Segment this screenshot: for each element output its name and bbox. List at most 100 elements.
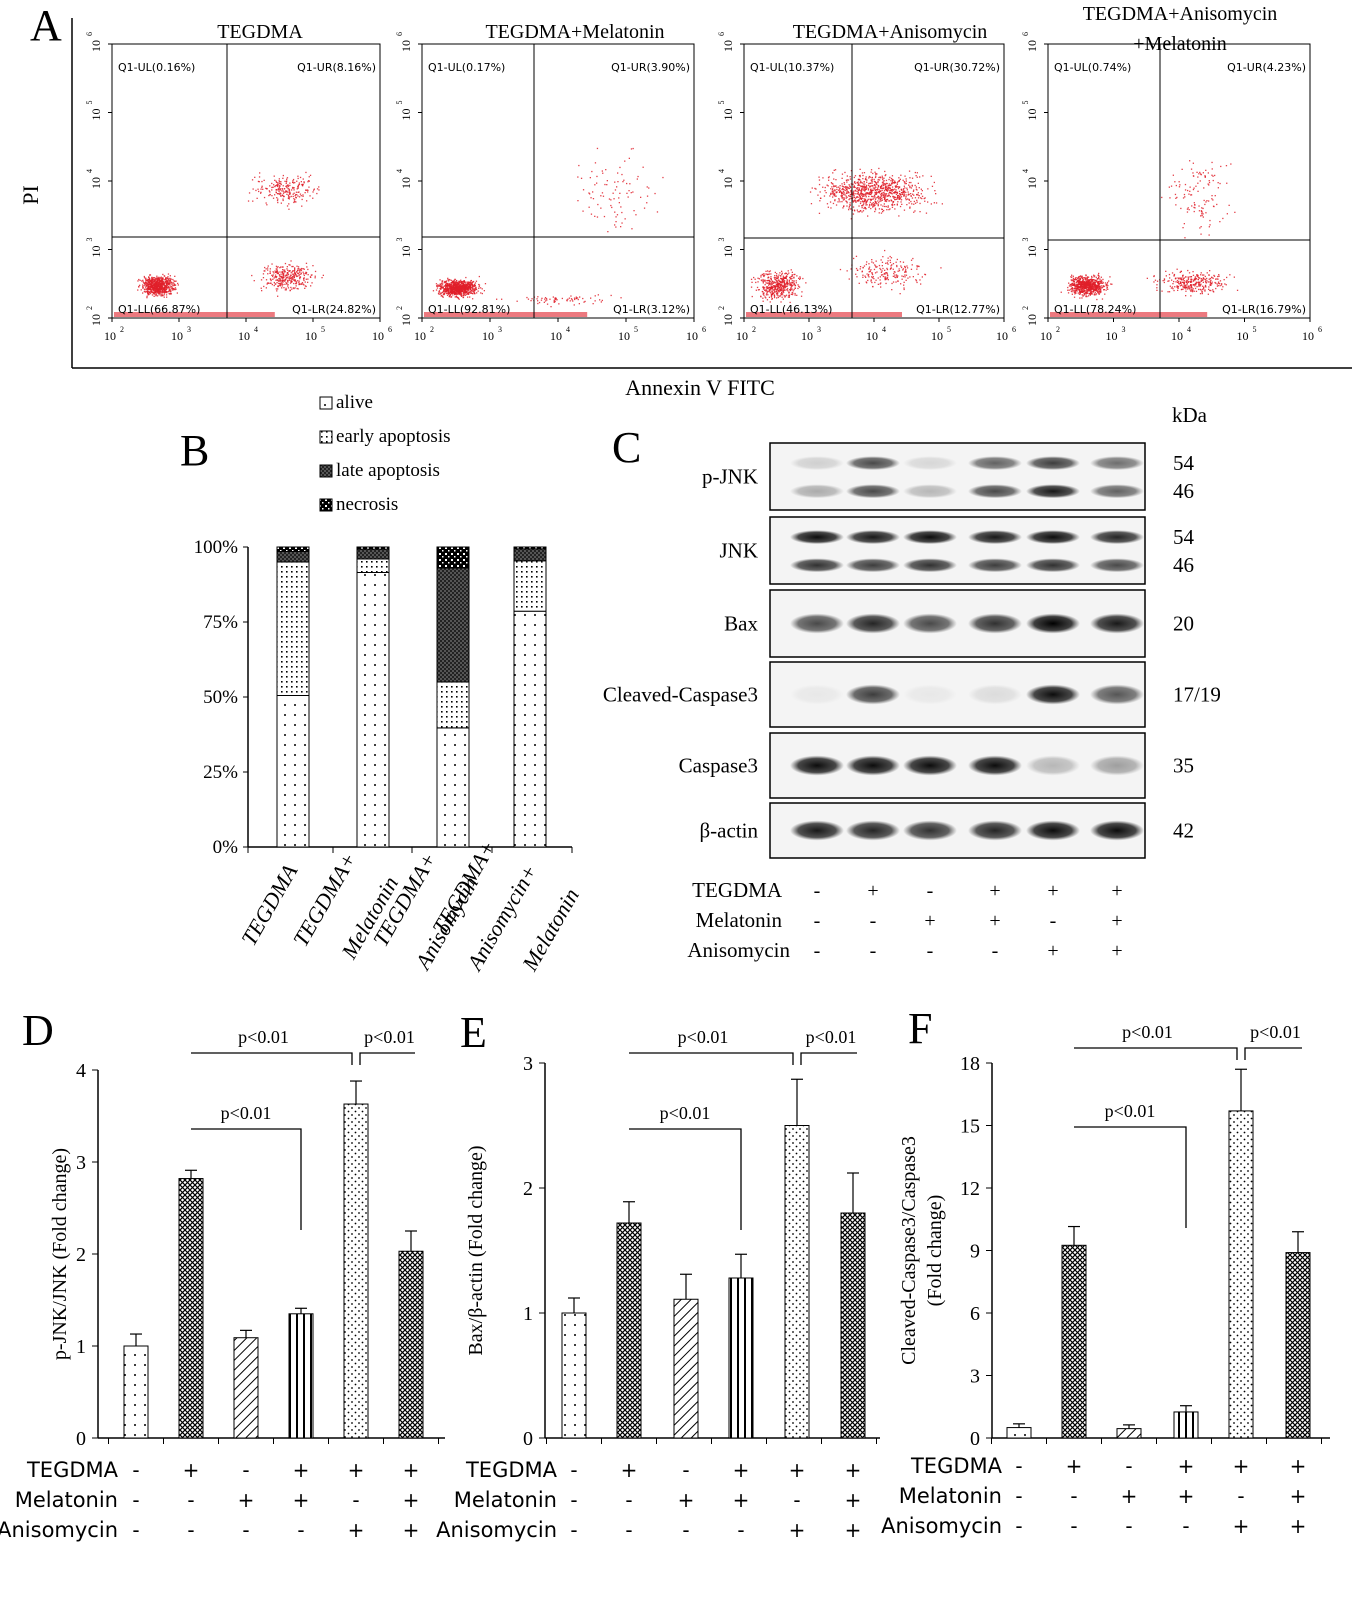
flow-dot	[771, 283, 772, 284]
flow-dot	[907, 267, 908, 268]
flow-dot	[569, 298, 570, 299]
flow-dot	[1211, 195, 1212, 196]
flow-dot	[252, 201, 253, 202]
flow-dot	[1210, 280, 1211, 281]
flow-dot	[1187, 283, 1188, 284]
flow-dot	[858, 189, 859, 190]
flow-dot	[1202, 213, 1203, 214]
flow-dot	[1081, 284, 1082, 285]
flow-dot	[602, 173, 603, 174]
flow-dot	[288, 274, 289, 275]
flow-dot	[897, 201, 898, 202]
flow-dot	[792, 274, 793, 275]
flow-dot	[619, 193, 620, 194]
flow-dot	[165, 281, 166, 282]
flow-dot	[1229, 274, 1230, 275]
flow-dot	[866, 261, 867, 262]
flow-dot	[789, 297, 790, 298]
flow-dot	[1194, 204, 1195, 205]
flow-dot	[906, 194, 907, 195]
flow-dot	[159, 287, 160, 288]
flow-xtick-exp: 6	[388, 325, 392, 334]
flow-dot	[862, 207, 863, 208]
flow-dot	[855, 193, 856, 194]
flow-dot	[484, 290, 485, 291]
flow-dot	[289, 280, 290, 281]
flow-dot	[151, 279, 152, 280]
flow-dot	[307, 191, 308, 192]
flow-ytick-group: 102	[85, 306, 103, 326]
flow-dot	[254, 280, 255, 281]
flow-dot	[875, 176, 876, 177]
flow-dot	[759, 278, 760, 279]
flow-dot	[913, 276, 914, 277]
flow-dot	[277, 280, 278, 281]
flow-dot	[1201, 272, 1202, 273]
flow-dot	[1207, 272, 1208, 273]
flow-dot	[888, 193, 889, 194]
flow-dot	[631, 192, 632, 193]
flow-dot	[1218, 276, 1219, 277]
flow-dot	[1092, 285, 1093, 286]
flow-dot	[888, 185, 889, 186]
flow-dot	[175, 287, 176, 288]
flow-dot	[866, 196, 867, 197]
flow-dot	[284, 284, 285, 285]
flow-ytick-label: 10	[721, 40, 735, 52]
flow-dot	[857, 210, 858, 211]
flow-dot	[315, 271, 316, 272]
flow-dot	[447, 288, 448, 289]
flow-dot	[879, 179, 880, 180]
flow-dots	[751, 168, 943, 303]
quadrant-ul-label: Q1-UL(0.17%)	[428, 61, 505, 74]
flow-dot	[275, 284, 276, 285]
flow-dot	[447, 278, 448, 279]
flow-dot	[881, 209, 882, 210]
flow-dot	[307, 282, 308, 283]
flow-dot	[763, 288, 764, 289]
flow-dot	[833, 178, 834, 179]
flow-dot	[1169, 277, 1170, 278]
flow-dot	[871, 183, 872, 184]
flow-dot	[252, 179, 253, 180]
flow-dot	[780, 293, 781, 294]
flow-dot	[1179, 184, 1180, 185]
flow-dot	[301, 206, 302, 207]
flow-dot	[297, 276, 298, 277]
flow-dot	[153, 292, 154, 293]
flow-dot	[537, 300, 538, 301]
flow-dot	[1182, 227, 1183, 228]
flow-dot	[864, 184, 865, 185]
flow-dot	[310, 277, 311, 278]
flow-dot	[918, 197, 919, 198]
flow-dot	[786, 275, 787, 276]
flow-dot	[781, 289, 782, 290]
flow-dot	[305, 172, 306, 173]
flow-dot	[887, 187, 888, 188]
flow-dot	[900, 206, 901, 207]
flow-dot	[299, 278, 300, 279]
flow-dot	[584, 301, 585, 302]
flow-xtick-label: 10	[736, 329, 748, 343]
flow-dot	[307, 181, 308, 182]
flow-dot	[893, 182, 894, 183]
flow-dot	[886, 201, 887, 202]
flow-dot	[874, 269, 875, 270]
flow-dot	[921, 189, 922, 190]
flow-dot	[1173, 281, 1174, 282]
flow-dot	[445, 288, 446, 289]
flow-dot	[312, 191, 313, 192]
flow-dot	[866, 202, 867, 203]
flow-dot	[457, 290, 458, 291]
flow-dot	[160, 295, 161, 296]
flow-dot	[1067, 290, 1068, 291]
flow-dot	[893, 273, 894, 274]
flow-dot	[175, 285, 176, 286]
flow-dot	[772, 298, 773, 299]
flow-dot	[470, 293, 471, 294]
flow-dot	[160, 291, 161, 292]
flow-dot	[1194, 279, 1195, 280]
flow-dot	[459, 293, 460, 294]
flow-dot	[1200, 285, 1201, 286]
flow-dot	[154, 286, 155, 287]
